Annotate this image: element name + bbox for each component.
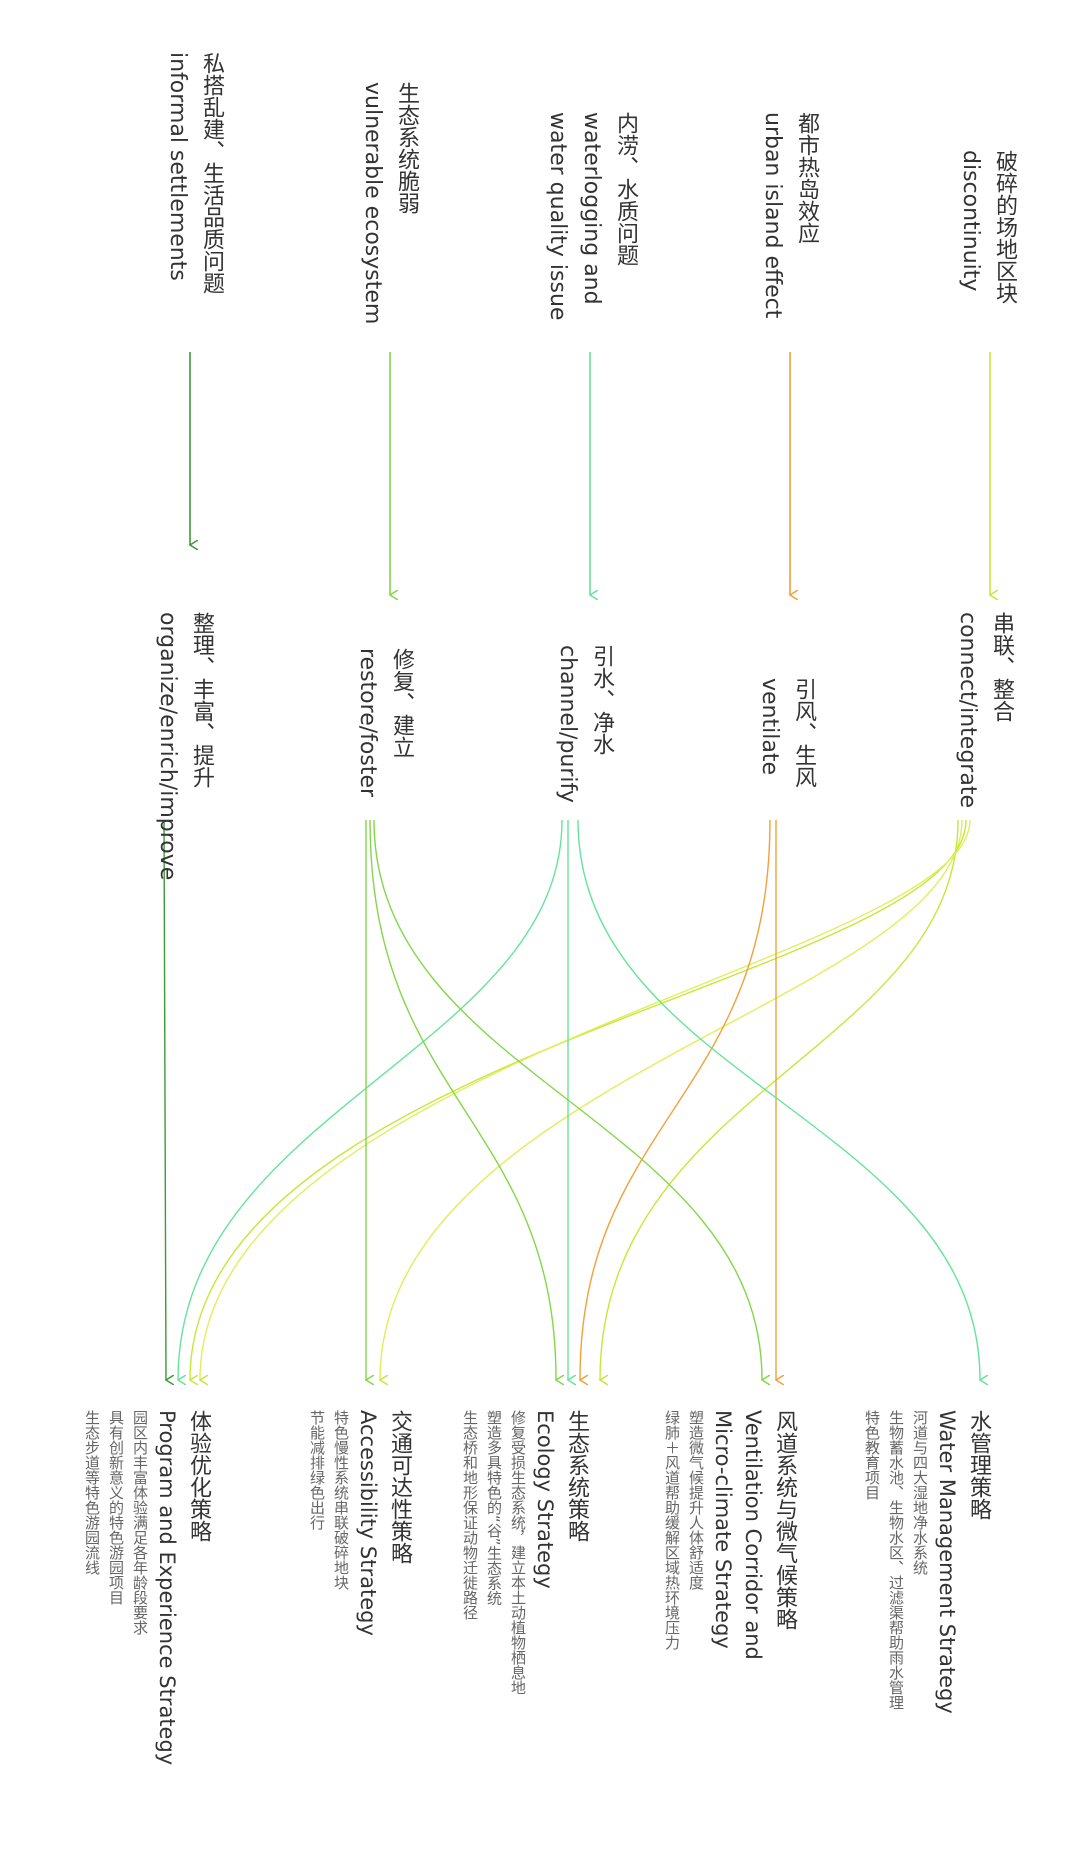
- problem-en: vulnerable ecosystem: [360, 82, 385, 325]
- strategy-desc-line: 修复受损生态系统，建立本土动植物栖息地: [509, 1410, 527, 1695]
- strategy-desc-line: 节能减排绿色出行: [308, 1410, 326, 1530]
- strategy-accessibility: 交通可达性策略 Accessibility Strategy 特色慢性系统串联破…: [305, 1410, 415, 1636]
- problem-en: informal settlements: [165, 52, 190, 281]
- problem-cn: 生态系统脆弱: [394, 82, 419, 214]
- problem-waterlogging: 内涝、水质问题 waterlogging and water quality i…: [540, 112, 642, 320]
- strategy-desc-line: 塑造微气候提升人体舒适度: [687, 1410, 705, 1590]
- strategy-desc-line: 塑造多具特色的“谷”生态系统: [485, 1410, 503, 1606]
- problem-informal-settlements: 私搭乱建、生活品质问题 informal settlements: [160, 52, 228, 294]
- strategy-cn: 水管理策略: [966, 1410, 991, 1520]
- problem-cn: 破碎的场地区块: [992, 150, 1017, 304]
- solution-cn: 引水、净水: [589, 645, 614, 755]
- problem-discontinuity: 破碎的场地区块 discontinuity: [953, 150, 1021, 304]
- strategy-desc-line: 生态桥和地形保证动物迁徙路径: [461, 1410, 479, 1620]
- flow-connect-to-program-2: [200, 819, 971, 1380]
- strategy-desc-line: 特色慢性系统串联破碎地块: [332, 1410, 350, 1590]
- problem-cn: 私搭乱建、生活品质问题: [199, 52, 224, 294]
- strategy-en: Program and Experience Strategy: [155, 1410, 179, 1766]
- solution-en: ventilate: [757, 678, 782, 775]
- strategy-water-management: 水管理策略 Water Management Strategy 河道与四大湿地净…: [860, 1410, 994, 1714]
- strategy-desc-line: 特色教育项目: [863, 1410, 881, 1500]
- problem-en-2: water quality issue: [545, 112, 570, 321]
- problem-urban-heat-island: 都市热岛效应 urban island effect: [755, 112, 823, 318]
- flow-channel-to-water: [577, 819, 980, 1380]
- problem-en: waterlogging and: [579, 112, 604, 305]
- problem-en: discontinuity: [958, 150, 983, 292]
- strategy-ecology: 生态系统策略 Ecology Strategy 修复受损生态系统，建立本土动植物…: [458, 1410, 592, 1695]
- strategy-desc-line: 园区内丰富体验满足各年龄段要求: [131, 1410, 149, 1635]
- strategy-desc-line: 河道与四大湿地净水系统: [911, 1410, 929, 1575]
- solution-en: restore/foster: [355, 648, 380, 798]
- strategy-desc-line: 绿肺＋风道帮助缓解区域热环境压力: [663, 1410, 681, 1650]
- solution-en: connect/integrate: [955, 612, 980, 808]
- flow-restore-to-ecology: [369, 819, 556, 1380]
- strategy-en: Ventilation Corridor and: [741, 1410, 765, 1660]
- solution-cn: 引风、生风: [791, 678, 816, 788]
- problem-vulnerable-ecosystem: 生态系统脆弱 vulnerable ecosystem: [355, 82, 423, 324]
- flow-ventilate-to-ecology: [580, 819, 771, 1380]
- strategy-desc-line: 生态步道等特色游园流线: [83, 1410, 101, 1575]
- strategy-desc-line: 生物蓄水池、生物水区、过滤渠帮助雨水管理: [887, 1410, 905, 1710]
- solution-restore-foster: 修复、建立 restore/foster: [350, 648, 418, 797]
- solution-en: channel/purify: [555, 645, 580, 803]
- flow-organize-to-program: [163, 819, 166, 1380]
- flow-connect-to-program: [190, 819, 967, 1380]
- problem-cn: 都市热岛效应: [794, 112, 819, 244]
- strategy-desc-line: 具有创新意义的特色游园项目: [107, 1410, 125, 1605]
- strategy-ventilation: 风道系统与微气候策略 Ventilation Corridor and Micr…: [660, 1410, 800, 1660]
- flow-restore-to-ventilation: [373, 819, 762, 1380]
- strategy-en: Ecology Strategy: [533, 1410, 557, 1589]
- solution-cn: 修复、建立: [389, 648, 414, 758]
- solution-cn: 整理、丰富、提升: [189, 612, 214, 788]
- flow-channel-to-program: [178, 819, 563, 1380]
- problem-en: urban island effect: [760, 112, 785, 319]
- solution-cn: 串联、整合: [989, 612, 1014, 722]
- flow-connect-to-access: [380, 819, 963, 1380]
- solution-channel-purify: 引水、净水 channel/purify: [550, 645, 618, 803]
- solution-ventilate: 引风、生风 ventilate: [752, 678, 820, 788]
- strategy-en: Accessibility Strategy: [356, 1410, 380, 1636]
- strategy-cn: 生态系统策略: [564, 1410, 589, 1542]
- solution-connect-integrate: 串联、整合 connect/integrate: [950, 612, 1018, 808]
- strategy-program-experience: 体验优化策略 Program and Experience Strategy 园…: [80, 1410, 214, 1765]
- problem-cn: 内涝、水质问题: [613, 112, 638, 266]
- strategy-cn: 风道系统与微气候策略: [772, 1410, 797, 1630]
- flow-connect-to-ecology: [600, 819, 959, 1380]
- strategy-cn: 体验优化策略: [186, 1410, 211, 1542]
- strategy-en-2: Micro-climate Strategy: [711, 1410, 735, 1649]
- strategy-cn: 交通可达性策略: [387, 1410, 412, 1564]
- strategy-en: Water Management Strategy: [935, 1410, 959, 1714]
- solution-en: organize/enrich/improve: [155, 612, 180, 881]
- solution-organize-enrich: 整理、丰富、提升 organize/enrich/improve: [150, 612, 218, 880]
